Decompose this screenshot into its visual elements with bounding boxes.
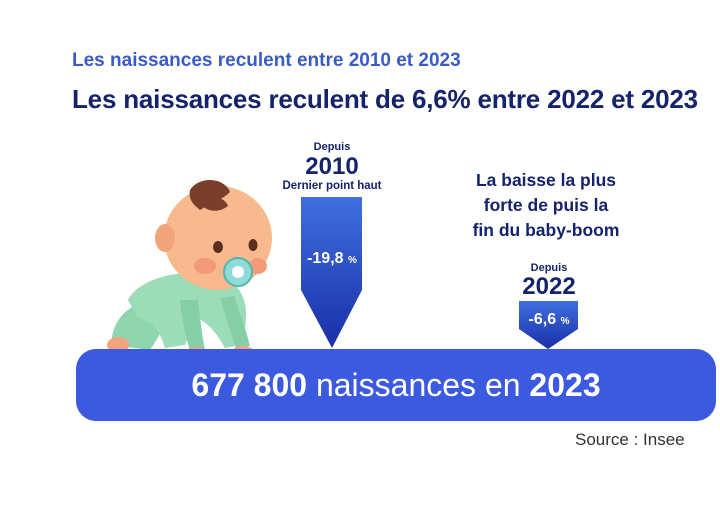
births-banner: 677 800 naissances en 2023 [76, 349, 716, 421]
year-2022: 2022 [522, 273, 576, 300]
arrow-2022 [519, 301, 578, 349]
banner-text: 677 800 naissances en 2023 [191, 367, 600, 404]
banner-year: 2023 [529, 366, 601, 403]
arrow-2010 [301, 197, 362, 348]
since-label-2010: Depuis [313, 141, 351, 153]
callout-text: La baisse la plus forte de puis la fin d… [456, 168, 636, 243]
births-count: 677 800 [191, 366, 308, 403]
callout-line: forte de puis la [483, 195, 609, 215]
callout-line: La baisse la plus [475, 170, 617, 190]
subtitle: Les naissances reculent entre 2010 et 20… [72, 50, 461, 71]
arrow-value-2022: -6,6 % [528, 311, 570, 328]
year-2010: 2010 [305, 153, 359, 180]
banner-middle: naissances en [307, 366, 530, 403]
since-label-2022: Depuis [530, 262, 568, 274]
last-peak-note: Dernier point haut [282, 180, 382, 192]
callout-line: fin du baby-boom [472, 220, 620, 240]
arrow-value-2010: -19,8 % [307, 250, 357, 267]
source-credit: Source : Insee [575, 430, 685, 449]
page-title: Les naissances reculent de 6,6% entre 20… [72, 84, 698, 114]
